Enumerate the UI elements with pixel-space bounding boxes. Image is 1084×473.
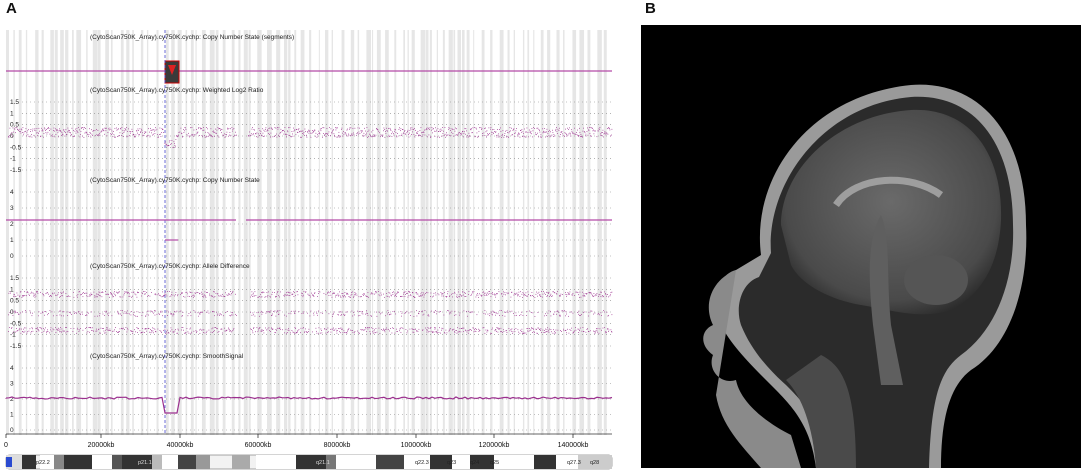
- smooth-signal-line: [5, 396, 613, 414]
- tick-label: 0: [10, 427, 14, 434]
- track-3: (CytoScan750K_Array).cy750K.cychp: Allel…: [10, 263, 612, 350]
- track-title: (CytoScan750K_Array).cy750K.cychp: Weigh…: [90, 87, 264, 94]
- ideogram-band-label: q21.1: [316, 460, 330, 466]
- x-tick-label: 80000kb: [324, 442, 351, 449]
- tick-label: 3: [10, 381, 14, 388]
- ideogram-band-label: q25: [490, 460, 499, 466]
- track-2: (CytoScan750K_Array).cy750K.cychp: Copy …: [10, 177, 612, 260]
- tick-label: 1.5: [10, 99, 19, 106]
- x-tick-label: 0: [4, 442, 8, 449]
- ideogram-band-label: q23: [447, 460, 456, 466]
- tick-label: 1.5: [10, 275, 19, 282]
- tick-label: 1: [10, 286, 14, 293]
- brain-mri-sagittal-icon: [641, 25, 1081, 468]
- tick-label: -0.5: [10, 320, 22, 327]
- x-tick-label: 100000kb: [401, 442, 432, 449]
- mri-image: [641, 25, 1081, 468]
- cytoscan-chart: (CytoScan750K_Array).cy750K.cychp: Copy …: [4, 30, 613, 470]
- track-title: (CytoScan750K_Array).cy750K.cychp: Copy …: [90, 177, 260, 184]
- ideogram-band-label: p22.2: [36, 460, 50, 466]
- tick-label: 0.5: [10, 122, 19, 129]
- tick-label: -1.5: [10, 343, 22, 350]
- tick-label: 1: [10, 412, 14, 419]
- ideogram-band-label: q22.3: [415, 460, 429, 466]
- tick-label: 0.5: [10, 298, 19, 305]
- track-title: (CytoScan750K_Array).cy750K.cychp: Copy …: [90, 34, 294, 41]
- track-title: (CytoScan750K_Array).cy750K.cychp: Smoot…: [90, 353, 244, 360]
- tick-label: 1: [10, 110, 14, 117]
- tick-label: -1: [10, 156, 16, 163]
- cytoscan-panel: (CytoScan750K_Array).cy750K.cychp: Copy …: [0, 30, 615, 473]
- x-tick-label: 60000kb: [245, 442, 272, 449]
- track-4: (CytoScan750K_Array).cy750K.cychp: Smoot…: [10, 353, 612, 434]
- x-tick-label: 20000kb: [88, 442, 115, 449]
- panel-label-a: A: [6, 0, 17, 17]
- tick-label: 0: [10, 309, 14, 316]
- x-tick-label: 120000kb: [479, 442, 510, 449]
- x-tick-label: 140000kb: [558, 442, 589, 449]
- tick-label: -0.5: [10, 144, 22, 151]
- track-0: (CytoScan750K_Array).cy750K.cychp: Copy …: [90, 34, 294, 41]
- ideogram-band-label: q24: [470, 460, 479, 466]
- ideogram-band-label: q28: [590, 460, 599, 466]
- ideogram-band-label: p21.1: [138, 460, 152, 466]
- tick-label: 2: [10, 221, 14, 228]
- tick-label: 1: [10, 237, 14, 244]
- tick-label: -1: [10, 332, 16, 339]
- tick-label: 3: [10, 205, 14, 212]
- panel-label-b: B: [645, 0, 656, 17]
- ideogram-band-label: q27.3: [567, 460, 581, 466]
- tick-label: 4: [10, 189, 14, 196]
- track-title: (CytoScan750K_Array).cy750K.cychp: Allel…: [90, 263, 250, 270]
- x-tick-label: 40000kb: [167, 442, 194, 449]
- tick-label: 2: [10, 396, 14, 403]
- tick-label: 0: [10, 253, 14, 260]
- tick-label: -1.5: [10, 167, 22, 174]
- tick-label: 4: [10, 365, 14, 372]
